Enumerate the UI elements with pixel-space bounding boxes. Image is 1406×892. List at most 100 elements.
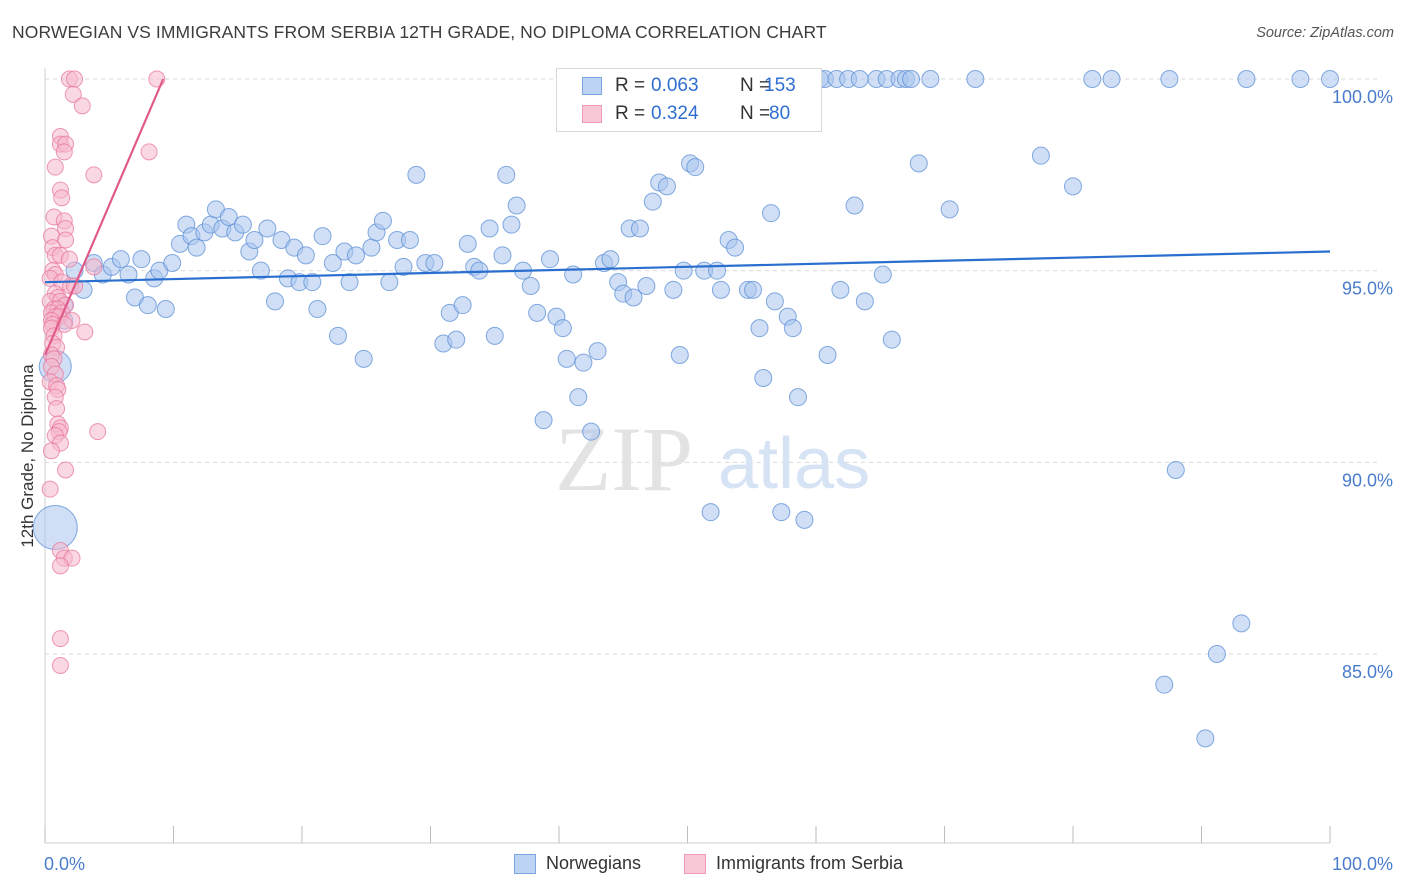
norwegians-point <box>502 215 521 234</box>
norwegians-point <box>966 70 985 88</box>
norwegians-point <box>601 250 620 269</box>
svg-text:atlas: atlas <box>718 424 870 504</box>
norwegians-point <box>670 346 689 364</box>
norwegians-point <box>855 292 874 311</box>
serbia-point <box>51 657 69 674</box>
norwegians-point <box>1155 675 1174 694</box>
norwegians-point <box>624 288 643 307</box>
norwegians-point <box>831 280 850 299</box>
norwegians-point <box>664 280 683 299</box>
norwegians-point <box>163 254 182 272</box>
bottom-legend-label: Immigrants from Serbia <box>716 853 904 873</box>
chart-source: Source: ZipAtlas.com <box>1256 25 1394 41</box>
chart-title: NORWEGIAN VS IMMIGRANTS FROM SERBIA 12TH… <box>12 22 827 42</box>
norwegians-point <box>313 227 332 246</box>
norwegians-point <box>32 505 78 550</box>
norwegians-point <box>588 342 607 361</box>
norwegians-point <box>156 300 175 318</box>
norwegians-point <box>754 369 773 387</box>
norwegians-point <box>674 261 693 280</box>
norwegians-point <box>789 388 808 407</box>
correlation-legend: R = 0.063 N = 153 R = 0.324 N = 80 <box>556 68 822 132</box>
norwegians-point <box>750 319 769 338</box>
norwegians-point <box>1083 70 1102 88</box>
norwegians-point <box>574 353 593 372</box>
norwegians-point <box>400 231 419 249</box>
serbia-point <box>51 557 69 575</box>
norwegians-point <box>909 154 928 173</box>
norwegians-point <box>783 319 802 338</box>
norwegians-point <box>708 261 727 280</box>
norwegians-point <box>686 158 705 177</box>
norwegians-point <box>553 319 572 338</box>
serbia-point <box>73 97 91 115</box>
svg-text:ZIP: ZIP <box>555 408 693 510</box>
legend-n-label: N = <box>740 103 771 124</box>
bottom-legend-label: Norwegians <box>546 853 642 873</box>
norwegians-point <box>1031 146 1050 165</box>
trend-lines <box>43 78 1331 356</box>
norwegians-point <box>362 238 381 257</box>
norwegians-point <box>251 261 270 280</box>
norwegians-point <box>528 303 547 322</box>
norwegians-point <box>845 196 864 215</box>
norwegians-point <box>497 165 516 184</box>
serbia-point <box>46 158 64 176</box>
legend-r-label: R = <box>615 75 646 96</box>
norwegians-point <box>303 273 322 292</box>
norwegians-point <box>765 292 784 311</box>
norwegians-point <box>569 388 588 407</box>
norwegians-point <box>480 219 499 238</box>
serbia-point <box>60 250 78 268</box>
norwegians-point <box>1102 70 1121 88</box>
norwegians-point <box>582 422 601 441</box>
norwegians-point <box>850 70 869 88</box>
norwegians-point <box>258 219 277 238</box>
norwegians-point <box>701 503 720 522</box>
norwegians-point <box>346 246 365 265</box>
serbia-trend-line <box>43 78 165 356</box>
watermark: ZIP atlas <box>555 408 870 510</box>
x-tick-label: 100.0% <box>1332 854 1393 874</box>
norwegians-point <box>1064 177 1082 196</box>
serbia-point <box>57 461 75 479</box>
norwegians-point <box>407 165 426 184</box>
norwegians-point <box>1160 70 1179 88</box>
norwegians-point <box>425 254 444 272</box>
norwegians-point <box>485 326 504 345</box>
serbia-point <box>140 143 158 161</box>
x-tick-label: 0.0% <box>44 854 85 874</box>
norwegians-point <box>557 349 576 368</box>
norwegians-point <box>323 254 342 272</box>
norwegians-point <box>138 296 157 315</box>
y-tick-label: 95.0% <box>1342 279 1393 299</box>
serbia-point <box>48 400 66 418</box>
y-tick-label: 100.0% <box>1332 87 1393 107</box>
norwegians-point <box>132 250 151 269</box>
norwegians-point <box>1207 645 1226 663</box>
norwegians-point <box>940 200 959 219</box>
serbia-point <box>41 480 59 498</box>
norwegians-point <box>772 503 791 522</box>
norwegians-point <box>1232 614 1251 633</box>
serbia-point <box>51 630 69 648</box>
norwegians-point <box>818 346 837 364</box>
norwegians-point <box>380 273 399 292</box>
norwegians-point <box>447 330 466 349</box>
y-axis-label: 12th Grade, No Diploma <box>18 364 37 548</box>
norwegians-point <box>1196 729 1215 748</box>
y-tick-label: 90.0% <box>1342 470 1393 490</box>
norwegians-point <box>637 277 656 295</box>
norwegians-point <box>744 280 763 299</box>
norwegians-point <box>187 238 206 257</box>
norwegians-point <box>308 300 327 318</box>
norwegians-point <box>1291 70 1310 88</box>
legend-r-label: R = <box>615 103 646 124</box>
norwegians-point <box>762 204 781 223</box>
serbia-point <box>85 166 103 184</box>
y-tick-label: 85.0% <box>1342 662 1393 682</box>
norwegians-point <box>541 250 560 269</box>
serbia-point <box>53 189 71 207</box>
norwegians-point <box>340 273 359 292</box>
norwegians-trend-line <box>44 250 1331 284</box>
